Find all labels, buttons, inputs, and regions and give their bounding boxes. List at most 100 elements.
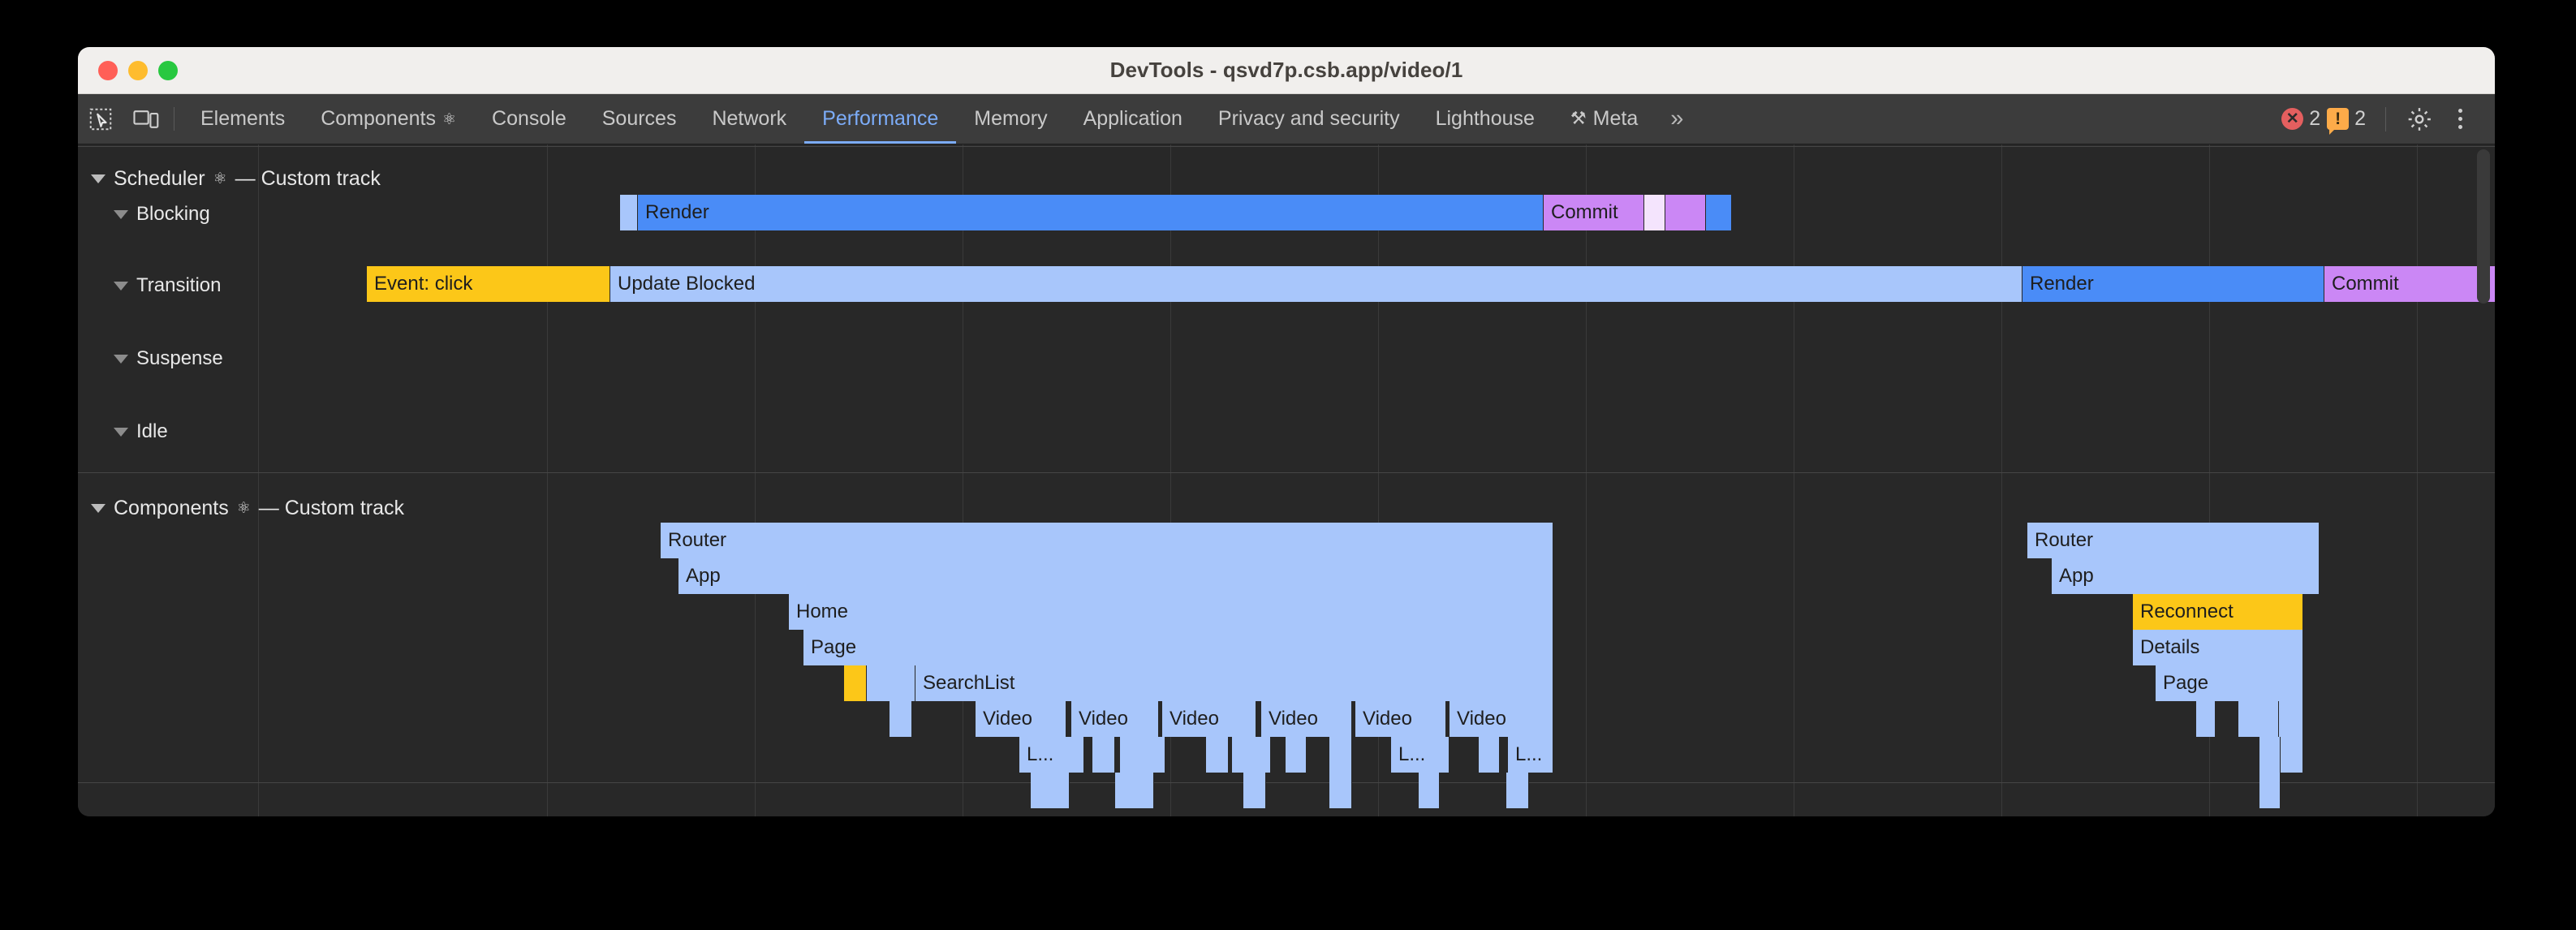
flame-bar-component[interactable]	[1329, 773, 1352, 808]
flame-bar-label: Video	[1363, 708, 1412, 730]
flame-bar-component[interactable]: SearchList	[915, 665, 1553, 701]
flame-bar-component[interactable]	[1243, 773, 1266, 808]
flame-bar-component[interactable]: Reconnect	[2133, 594, 2303, 630]
error-count: 2	[2309, 107, 2321, 130]
track-header-scheduler[interactable]: Scheduler ⚛ — Custom track	[91, 167, 381, 191]
warning-badge[interactable]: ! 2	[2327, 107, 2366, 135]
flame-bar-component[interactable]: Home	[789, 594, 1553, 630]
flame-bar-transition[interactable]: Update Blocked	[610, 266, 2022, 302]
tab-network[interactable]: Network	[694, 94, 804, 144]
tab-label: Console	[492, 107, 566, 130]
vertical-scrollbar[interactable]	[2477, 149, 2490, 304]
toolbar-divider-2	[2385, 106, 2386, 131]
tab-sources[interactable]: Sources	[584, 94, 695, 144]
error-badge[interactable]: ✕ 2	[2281, 107, 2320, 131]
flame-bar-component[interactable]	[1115, 773, 1154, 808]
flame-bar-blocking[interactable]: Commit	[1544, 195, 1644, 230]
warning-count: 2	[2354, 107, 2366, 130]
flame-bar-component[interactable]: App	[2052, 558, 2320, 594]
flame-bar-transition[interactable]: Commit	[2324, 266, 2495, 302]
flame-bar-transition[interactable]: Render	[2022, 266, 2324, 302]
flame-bar-label: Commit	[1551, 201, 1618, 223]
zoom-button[interactable]	[158, 60, 178, 80]
flame-bar-component[interactable]: Video	[1071, 701, 1159, 737]
flame-bar-component[interactable]	[2281, 737, 2303, 773]
flame-bar-component[interactable]	[2259, 737, 2281, 773]
flame-bar-component[interactable]	[1479, 737, 1500, 773]
flame-bar-component[interactable]	[2259, 773, 2281, 808]
gear-icon[interactable]	[2399, 99, 2440, 140]
flame-bar-label: Router	[668, 529, 727, 551]
flame-bar-component[interactable]	[1120, 737, 1165, 773]
flame-bar-component[interactable]: Page	[2156, 665, 2303, 701]
minimize-button[interactable]	[128, 60, 148, 80]
track-header-components[interactable]: Components ⚛ — Custom track	[91, 497, 404, 520]
tab-application[interactable]: Application	[1066, 94, 1200, 144]
kebab-menu-icon[interactable]	[2440, 99, 2480, 140]
flame-bar-blocking[interactable]	[620, 195, 638, 230]
flame-bar-label: Commit	[2332, 273, 2399, 295]
flame-bar-component[interactable]	[2238, 701, 2279, 737]
flame-bar-component[interactable]: Video	[1450, 701, 1553, 737]
flame-bar-component[interactable]: Video	[1162, 701, 1256, 737]
subtrack-blocking[interactable]: Blocking	[114, 203, 210, 226]
flame-bar-component[interactable]: Video	[1355, 701, 1446, 737]
flame-bar-blocking[interactable]	[1706, 195, 1732, 230]
flame-bar-component[interactable]: Router	[661, 523, 1553, 558]
close-button[interactable]	[98, 60, 118, 80]
chevron-down-icon[interactable]	[91, 504, 106, 513]
chevron-down-icon[interactable]	[114, 281, 128, 291]
flame-bar-component[interactable]	[867, 665, 915, 701]
flame-bar-component[interactable]	[1329, 737, 1352, 773]
tab-components[interactable]: Components ⚛	[303, 94, 474, 144]
subtrack-idle[interactable]: Idle	[114, 420, 168, 443]
tab-performance[interactable]: Performance	[804, 94, 956, 144]
subtrack-transition[interactable]: Transition	[114, 274, 221, 297]
flame-bar-component[interactable]	[1286, 737, 1307, 773]
flame-bar-blocking[interactable]: Render	[638, 195, 1544, 230]
chevron-down-icon[interactable]	[114, 209, 128, 219]
subtrack-suspense[interactable]: Suspense	[114, 347, 223, 370]
flame-bar-transition[interactable]: Event: click	[367, 266, 610, 302]
flame-bar-component[interactable]: Video	[1261, 701, 1352, 737]
flame-bar-component[interactable]	[1506, 773, 1529, 808]
flame-bar-component[interactable]: L...	[1391, 737, 1450, 773]
tab-memory[interactable]: Memory	[956, 94, 1065, 144]
flame-bar-component[interactable]: Details	[2133, 630, 2303, 665]
flame-bar-component[interactable]: App	[678, 558, 1553, 594]
window-titlebar: DevTools - qsvd7p.csb.app/video/1	[78, 47, 2495, 94]
chevron-down-icon[interactable]	[91, 174, 106, 183]
flame-bar-component[interactable]: L...	[1508, 737, 1553, 773]
flame-bar-component[interactable]	[2279, 701, 2303, 737]
flame-bar-component[interactable]	[890, 701, 912, 737]
grid-line	[1170, 144, 1171, 816]
tab-label: Components	[321, 107, 436, 130]
flame-bar-component[interactable]	[1232, 737, 1271, 773]
flame-bar-component[interactable]: Router	[2027, 523, 2320, 558]
tab-elements[interactable]: Elements	[183, 94, 303, 144]
performance-panel[interactable]: Scheduler ⚛ — Custom track Blocking Tran…	[78, 144, 2495, 816]
tab-privacy-and-security[interactable]: Privacy and security	[1200, 94, 1418, 144]
flame-bar-blocking[interactable]	[1665, 195, 1706, 230]
flame-bar-component[interactable]	[1092, 737, 1115, 773]
flame-bar-component[interactable]	[844, 665, 867, 701]
flame-bar-component[interactable]	[1031, 773, 1070, 808]
tabs-overflow-icon[interactable]: »	[1670, 105, 1683, 131]
tab-lighthouse[interactable]: Lighthouse	[1418, 94, 1553, 144]
react-atom-icon: ⚛	[442, 111, 457, 128]
device-toolbar-icon[interactable]	[123, 94, 169, 144]
flame-bar-component[interactable]	[1419, 773, 1440, 808]
flame-bar-component[interactable]: Video	[976, 701, 1066, 737]
chevron-down-icon[interactable]	[114, 354, 128, 364]
track-separator	[78, 146, 2495, 147]
tab-label: Network	[712, 107, 787, 130]
chevron-down-icon[interactable]	[114, 427, 128, 437]
tab-console[interactable]: Console	[474, 94, 584, 144]
flame-bar-component[interactable]	[2196, 701, 2216, 737]
flame-bar-blocking[interactable]	[1644, 195, 1665, 230]
tab-meta[interactable]: ⚒ Meta	[1553, 94, 1656, 144]
flame-bar-component[interactable]: L...	[1019, 737, 1084, 773]
flame-bar-component[interactable]	[1206, 737, 1229, 773]
flame-bar-component[interactable]: Page	[803, 630, 1553, 665]
inspect-element-icon[interactable]	[78, 94, 123, 144]
